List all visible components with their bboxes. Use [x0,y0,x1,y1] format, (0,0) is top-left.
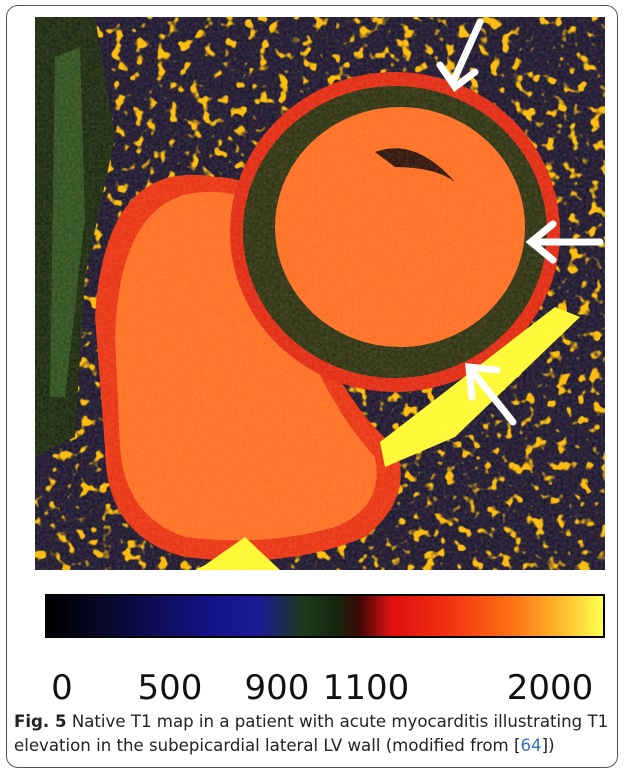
colorbar-tick-label: 0 [51,668,73,708]
figure-frame [6,5,618,768]
caption-text: Native T1 map in a patient with acute my… [14,712,609,755]
caption-reference[interactable]: 64 [520,736,542,755]
colorbar-tick-label: 900 [244,668,310,708]
caption-label: Fig. 5 [14,712,67,731]
caption-text: ]) [541,736,555,755]
colorbar-tick-label: 1100 [322,668,410,708]
colorbar-tick-label: 2000 [506,668,594,708]
figure-caption: Fig. 5 Native T1 map in a patient with a… [14,710,614,758]
t1-map-image [35,17,605,570]
colorbar [45,594,605,638]
colorbar-tick-label: 500 [137,668,203,708]
